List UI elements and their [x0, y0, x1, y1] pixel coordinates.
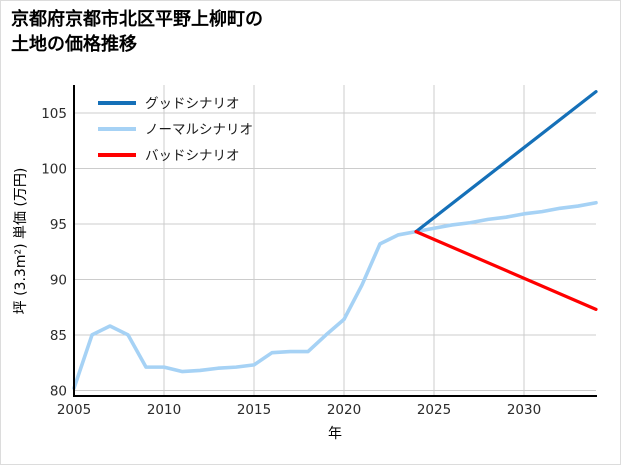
x-tick-label: 2005 [57, 402, 91, 418]
data-series-group [72, 90, 598, 391]
x-tick-label: 2030 [507, 402, 541, 418]
page-title: 京都府京都市北区平野上柳町の 土地の価格推移 [11, 9, 263, 55]
y-axis-title: 坪 (3.3m²) 単価 (万円) [13, 168, 29, 315]
x-tick-labels-group: 2005 2010 2015 2020 2025 2030 [57, 402, 541, 418]
series-line-bad [414, 230, 598, 311]
x-tick-label: 2020 [327, 402, 361, 418]
y-tick-labels-group: 80 85 90 95 100 105 [41, 106, 67, 400]
x-tick-label: 2010 [147, 402, 181, 418]
legend-label: グッドシナリオ [145, 96, 240, 112]
x-tick-label: 2015 [237, 402, 271, 418]
x-axis-title: 年 [328, 426, 342, 442]
y-tick-label: 80 [50, 383, 67, 399]
y-tick-label: 90 [50, 272, 67, 288]
legend-label: バッドシナリオ [145, 148, 240, 164]
series-line-normal [72, 200, 598, 391]
series-line-good [414, 90, 598, 234]
x-tick-label: 2025 [417, 402, 451, 418]
axis-spines [73, 85, 597, 397]
legend-label: ノーマルシナリオ [145, 122, 253, 138]
y-tick-label: 100 [41, 161, 67, 177]
y-tick-label: 105 [41, 106, 67, 122]
y-tick-label: 85 [50, 328, 67, 344]
y-tick-label: 95 [50, 217, 67, 233]
